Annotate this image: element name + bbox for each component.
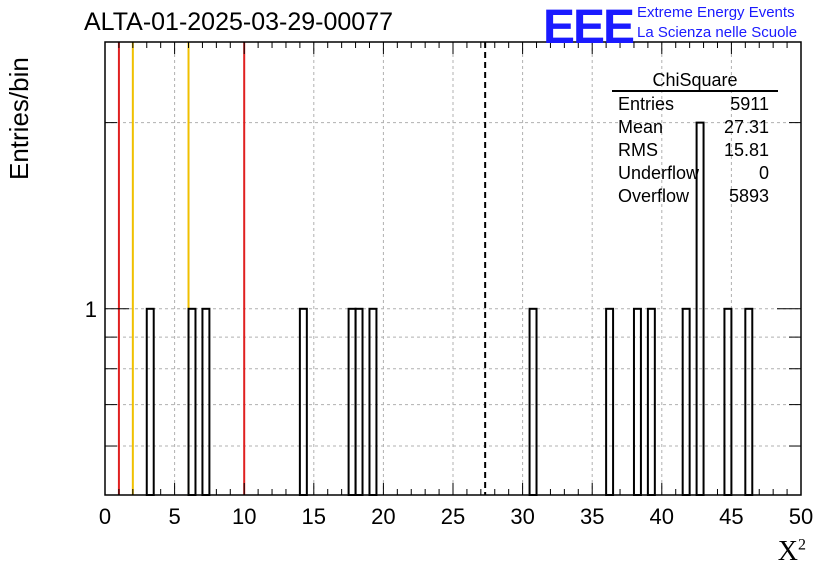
y-tick-label: 1: [85, 297, 97, 322]
y-axis-label: Entries/bin: [4, 57, 34, 180]
chart-title: ALTA-01-2025-03-29-00077: [84, 8, 393, 36]
stats-value: 5911: [730, 94, 769, 114]
x-tick-label: 40: [650, 504, 674, 529]
x-tick-label: 25: [441, 504, 465, 529]
stats-title: ChiSquare: [652, 70, 737, 90]
stats-value: 27.31: [724, 117, 769, 137]
x-tick-label: 10: [232, 504, 256, 529]
x-axis-label: X2: [778, 536, 806, 568]
stats-box: ChiSquare Entries 5911 Mean 27.31 RMS 15.81 Und…: [612, 70, 778, 206]
reference-lines: [117, 42, 487, 495]
stats-label: Entries: [618, 94, 674, 114]
stats-label: Underflow: [618, 163, 700, 183]
logo-line-1: Extreme Energy Events: [637, 4, 795, 21]
x-tick-label: 35: [580, 504, 604, 529]
x-tick-label: 5: [168, 504, 180, 529]
stats-label: Overflow: [618, 186, 690, 206]
x-tick-label: 30: [510, 504, 534, 529]
stats-value: 5893: [729, 186, 769, 206]
logo-text: Extreme Energy Events La Scienza nelle S…: [637, 3, 797, 43]
axes: 0 5 10 15 20 25 30 35 40 45 50 1: [85, 41, 813, 529]
x-tick-label: 50: [789, 504, 813, 529]
x-tick-label: 45: [719, 504, 743, 529]
x-tick-label: 0: [99, 504, 111, 529]
stats-value: 0: [759, 163, 769, 183]
stats-value: 15.81: [724, 140, 769, 160]
x-tick-label: 15: [302, 504, 326, 529]
eee-logo: EEE: [543, 1, 635, 54]
stats-label: Mean: [618, 117, 663, 137]
stats-label: RMS: [618, 140, 658, 160]
x-tick-label: 20: [371, 504, 395, 529]
logo-line-2: La Scienza nelle Scuole: [637, 24, 798, 41]
grid: [105, 42, 801, 495]
x-axis-label-main: X: [777, 536, 798, 567]
x-axis-label-superscript: 2: [798, 536, 806, 554]
